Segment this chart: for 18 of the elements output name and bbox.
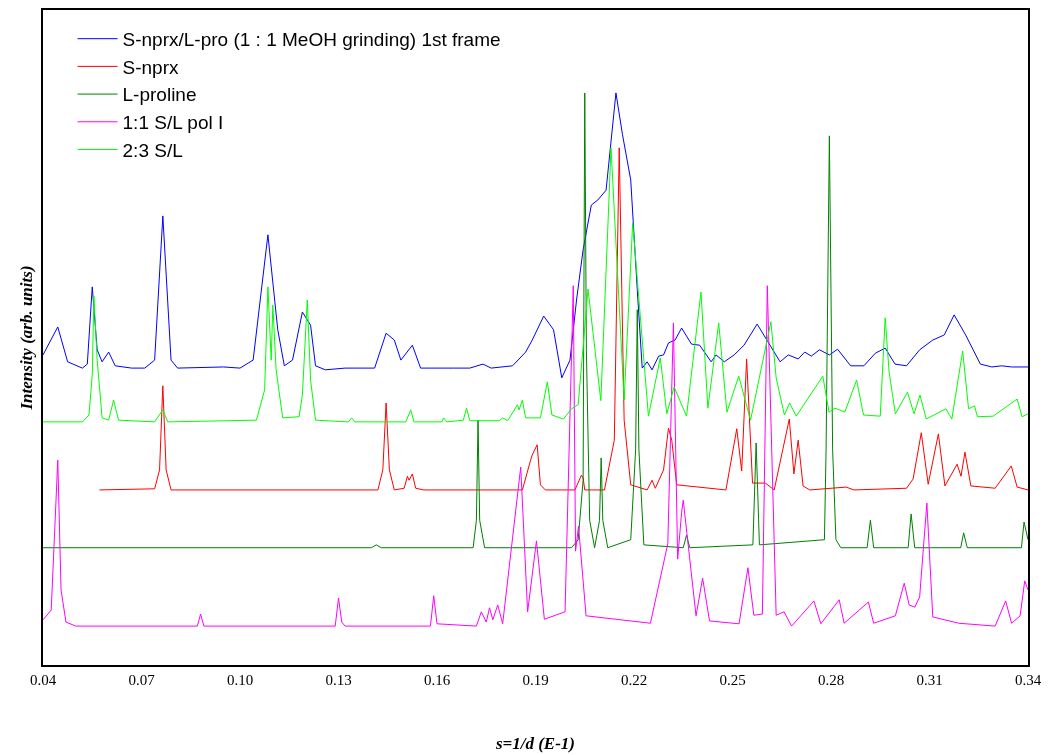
x-tick-label: 0.31 — [916, 672, 943, 688]
x-tick-label: 0.19 — [522, 672, 549, 688]
legend-label: L-proline — [122, 84, 197, 106]
x-axis-title: s=1/d (E-1) — [494, 733, 576, 753]
x-tick-label: 0.07 — [128, 672, 156, 688]
x-tick-label: 0.34 — [1014, 672, 1042, 688]
legend-label: S-nprx/L-pro (1 : 1 MeOH grinding) 1st frame — [122, 29, 501, 51]
legend-label: 2:3 S/L — [122, 139, 183, 161]
y-axis-title: Intensity (arb. units) — [17, 265, 37, 411]
x-tick-label: 0.22 — [620, 672, 648, 688]
legend-label: 1:1 S/L pol I — [122, 112, 224, 134]
x-tick-label: 0.25 — [719, 672, 746, 688]
legend-label: S-nprx — [122, 56, 180, 78]
x-tick-label: 0.28 — [817, 672, 845, 688]
x-tick-label: 0.04 — [29, 672, 57, 688]
x-tick-label: 0.10 — [226, 672, 254, 688]
x-tick-label: 0.16 — [423, 672, 451, 688]
x-tick-label: 0.13 — [325, 672, 352, 688]
